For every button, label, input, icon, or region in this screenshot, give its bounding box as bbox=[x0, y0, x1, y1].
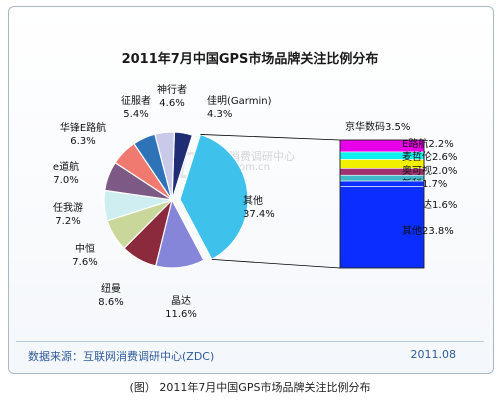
chart-title: 2011年7月中国GPS市场品牌关注比例分布 bbox=[121, 52, 379, 67]
slice-value-label: 7.6% bbox=[72, 257, 97, 268]
slice-label: 神行者 bbox=[157, 83, 187, 96]
slice-value-label: 4.3% bbox=[207, 109, 232, 120]
slice-label: 晶达 bbox=[171, 295, 191, 307]
slice-label: 中恒 bbox=[75, 242, 95, 255]
slice-value-label: 7.2% bbox=[55, 216, 80, 227]
pie-slice bbox=[179, 133, 249, 261]
footer-divider bbox=[16, 341, 484, 342]
slice-label: 征服者 bbox=[121, 95, 151, 107]
breakdown-label: 京华数码3.5% bbox=[345, 120, 410, 133]
slice-value-label: 5.4% bbox=[123, 109, 148, 120]
connector-line bbox=[200, 134, 341, 141]
slice-value-label: 11.6% bbox=[165, 309, 197, 320]
breakdown-label: 其他23.8% bbox=[402, 224, 454, 237]
figure-caption: (图） 2011年7月中国GPS市场品牌关注比例分布 bbox=[129, 381, 371, 394]
slice-value-label: 37.4% bbox=[243, 209, 275, 220]
slice-value-label: 8.6% bbox=[98, 297, 123, 308]
slice-label: 纽曼 bbox=[101, 282, 121, 295]
slice-label: 佳明(Garmin) bbox=[207, 94, 272, 107]
slice-value-label: 7.0% bbox=[53, 175, 78, 186]
breakdown-label: E路航2.2% bbox=[402, 137, 454, 150]
connector-line bbox=[211, 258, 341, 269]
slice-label: e道航 bbox=[53, 160, 79, 173]
breakdown-bar-outline bbox=[339, 139, 425, 269]
breakdown-label: 麦哲伦2.6% bbox=[402, 150, 457, 163]
pie-slice bbox=[154, 131, 175, 201]
publish-date: 2011.08 bbox=[410, 348, 457, 361]
slice-label: 任我游 bbox=[53, 201, 83, 214]
data-source: 数据来源：互联网消费调研中心(ZDC) bbox=[28, 350, 215, 363]
breakdown-label: 奥可视2.0% bbox=[402, 164, 457, 177]
slice-label: 其他 bbox=[243, 194, 263, 207]
slice-label: 华锋E路航 bbox=[60, 121, 106, 134]
breakdown-segment bbox=[339, 180, 425, 187]
slice-value-label: 6.3% bbox=[70, 136, 95, 147]
slice-value-label: 4.6% bbox=[159, 98, 184, 109]
